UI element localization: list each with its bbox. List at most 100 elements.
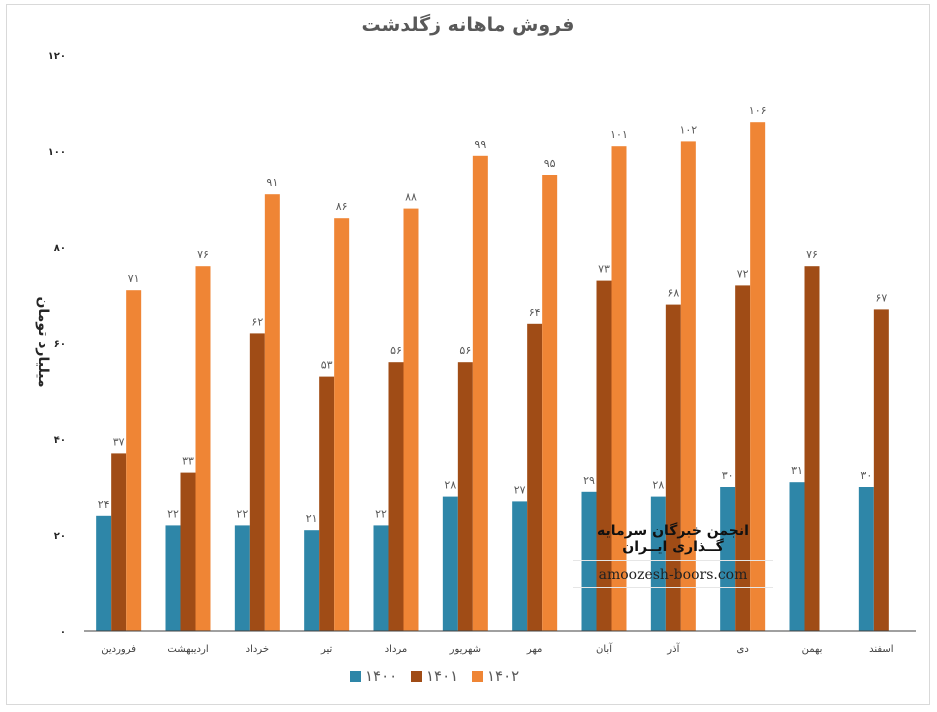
bar-1 — [234, 525, 250, 631]
y-tick-label: ۰ — [60, 627, 66, 638]
bar-2 — [180, 472, 196, 631]
data-label: ۳۰ — [722, 469, 734, 482]
data-label: ۲۴ — [98, 498, 110, 511]
data-label: ۶۷ — [875, 291, 887, 304]
bar-1 — [789, 482, 805, 631]
legend-swatch — [411, 671, 422, 682]
bar-1 — [512, 501, 528, 631]
bars — [96, 122, 889, 632]
data-label: ۸۸ — [405, 191, 417, 204]
bar-2 — [111, 453, 127, 631]
x-tick-label: شهریور — [449, 644, 481, 655]
x-tick-label: تیر — [320, 644, 333, 655]
data-label: ۳۷ — [113, 435, 125, 448]
bar-2 — [319, 376, 335, 631]
data-label: ۲۲ — [375, 507, 387, 520]
data-label: ۱۰۲ — [679, 123, 697, 136]
legend-label: ۱۴۰۱ — [426, 667, 458, 685]
watermark-url: amoozesh-boors.com — [573, 567, 773, 588]
bar-2 — [249, 333, 265, 631]
data-label: ۵۶ — [459, 344, 471, 357]
bar-2 — [665, 304, 681, 631]
x-tick-label: اسفند — [869, 644, 893, 655]
bar-3 — [334, 218, 350, 631]
data-label: ۵۳ — [321, 359, 333, 372]
data-label: ۲۱ — [306, 512, 318, 525]
data-label: ۲۸ — [444, 479, 456, 492]
bar-2 — [804, 266, 820, 631]
data-label: ۳۳ — [182, 455, 194, 468]
data-label: ۱۰۶ — [749, 104, 767, 117]
bar-2 — [596, 280, 612, 631]
x-tick-label: فروردین — [101, 644, 136, 655]
data-label: ۳۱ — [791, 464, 803, 477]
x-tick-label: اردیبهشت — [167, 644, 208, 655]
bar-1 — [858, 487, 874, 631]
x-tick-label: خرداد — [246, 644, 269, 655]
data-label: ۹۹ — [474, 138, 486, 151]
bar-1 — [442, 496, 458, 631]
data-label: ۹۱ — [266, 176, 278, 189]
bar-2 — [388, 362, 404, 631]
bar-3 — [403, 208, 419, 631]
watermark-title: انجمن خبرگان سرمایه گــذاری ایــران — [573, 523, 773, 561]
y-tick-label: ۱۲۰ — [48, 51, 66, 62]
bar-2 — [873, 309, 889, 631]
bar-1 — [581, 491, 597, 631]
data-label: ۶۲ — [251, 315, 263, 328]
bar-1 — [373, 525, 389, 631]
data-label: ۹۵ — [544, 157, 556, 170]
bar-3 — [680, 141, 696, 631]
data-label: ۷۱ — [128, 272, 140, 285]
data-label: ۲۲ — [167, 507, 179, 520]
data-label: ۱۰۱ — [610, 128, 628, 141]
y-tick-label: ۱۰۰ — [48, 147, 66, 158]
bar-3 — [264, 194, 280, 631]
data-labels: ۲۴ ۳۷ ۷۱ ۲۲ ۳۳ ۷۶ ۲۲ ۶۲ ۹۱ ۲۱ ۵۳ ۸۶ ۲۲ ۵۶ ۸۸ ۲۸ ۵۶ ۹۹ ۲۷ ۶۴… — [98, 104, 888, 525]
x-tick-label: مرداد — [385, 644, 408, 655]
data-label: ۷۶ — [806, 248, 818, 261]
y-tick-label: ۲۰ — [54, 531, 66, 542]
bar-2 — [735, 285, 751, 631]
x-tick-label: آبان — [596, 642, 613, 655]
data-label: ۷۲ — [737, 267, 749, 280]
bar-2 — [527, 323, 543, 631]
x-tick-label: دی — [737, 644, 749, 655]
bar-1 — [720, 487, 736, 631]
bar-3 — [611, 146, 627, 631]
data-label: ۵۶ — [390, 344, 402, 357]
data-label: ۲۲ — [236, 507, 248, 520]
bar-2 — [457, 362, 473, 631]
data-label: ۷۶ — [197, 248, 209, 261]
bar-1 — [96, 515, 112, 631]
watermark: انجمن خبرگان سرمایه گــذاری ایــران amoo… — [573, 523, 773, 588]
legend-label: ۱۴۰۲ — [487, 667, 519, 685]
data-label: ۳۰ — [860, 469, 872, 482]
bar-1 — [650, 496, 666, 631]
y-axis-label: میلیارد تومان — [35, 296, 51, 387]
legend: ۱۴۰۰ ۱۴۰۱ ۱۴۰۲ — [350, 667, 519, 685]
bar-3 — [126, 290, 142, 631]
y-tick-label: ۴۰ — [54, 435, 66, 446]
x-tick-label: آذر — [666, 642, 680, 655]
y-axis-ticks: ۰ ۲۰ ۴۰ ۶۰ ۸۰ ۱۰۰ ۱۲۰ — [48, 51, 66, 638]
legend-swatch — [472, 671, 483, 682]
data-label: ۲۷ — [514, 483, 526, 496]
legend-swatch — [350, 671, 361, 682]
bar-3 — [542, 175, 558, 631]
chart-title: فروش ماهانه زگلدشت — [362, 13, 575, 36]
x-tick-label: مهر — [526, 644, 542, 655]
bar-1 — [304, 530, 320, 631]
bar-3 — [195, 266, 211, 631]
bar-3 — [472, 155, 488, 632]
data-label: ۲۹ — [583, 474, 595, 487]
y-tick-label: ۸۰ — [54, 243, 66, 254]
data-label: ۶۸ — [667, 287, 679, 300]
legend-label: ۱۴۰۰ — [365, 667, 397, 685]
x-axis-ticks: فروردین اردیبهشت خرداد تیر مرداد شهریور مهر آبا… — [101, 642, 893, 655]
bar-3 — [750, 122, 766, 631]
y-tick-label: ۶۰ — [54, 339, 66, 350]
data-label: ۸۶ — [336, 200, 348, 213]
x-tick-label: بهمن — [802, 644, 823, 655]
